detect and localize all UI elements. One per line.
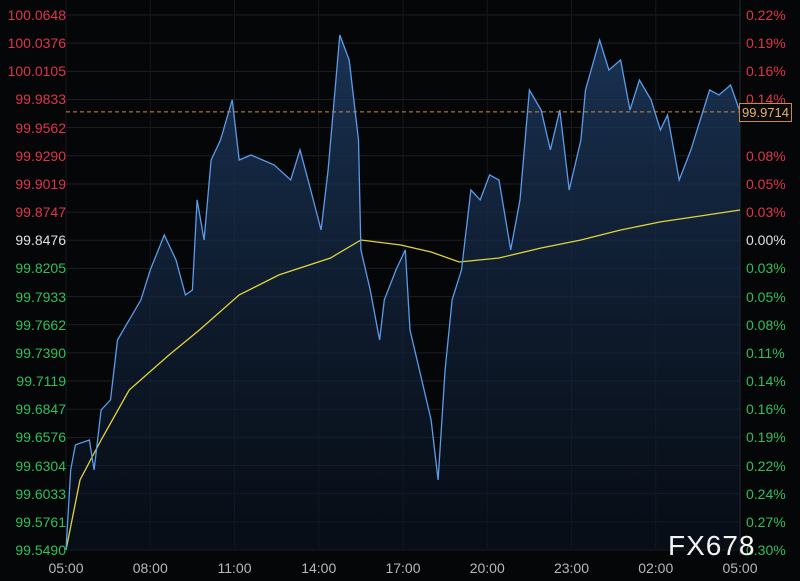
y-tick-label-left: 99.6576 [15,429,66,446]
y-tick-label-right: 0.22% [746,7,786,23]
y-tick-label-left: 99.6033 [15,485,66,502]
y-tick-label-right: 0.24% [746,485,786,502]
y-tick-label-right: 0.30% [746,542,786,558]
y-tick-label-right: 0.19% [746,429,786,446]
watermark-logo: FX678 [668,530,756,561]
x-tick-label: 17:00 [385,560,421,576]
y-tick-label-left: 99.9019 [15,175,66,192]
y-tick-label-left: 99.8205 [15,260,66,277]
y-tick-label-right: 0.16% [746,63,786,80]
y-tick-label-left: 99.5761 [15,513,66,530]
y-tick-label-right: 0.08% [746,147,786,164]
x-tick-label: 02:00 [638,560,674,576]
y-tick-label-right: 0.03% [746,204,786,221]
y-tick-label-left: 99.7933 [15,288,66,305]
y-tick-label-right: 0.19% [746,35,786,52]
y-tick-label-right: 0.05% [746,288,786,305]
x-tick-label: 08:00 [132,560,168,576]
y-tick-label-right: 0.08% [746,316,786,333]
y-tick-label-left: 99.9562 [15,119,66,136]
y-tick-label-left: 100.0105 [7,63,66,80]
y-tick-label-left: 99.9833 [15,91,66,108]
y-tick-label-left: 99.8476 [15,232,66,249]
y-tick-label-left: 100.0376 [7,35,66,52]
y-tick-label-right: 0.27% [746,513,786,530]
average-line [65,209,741,551]
x-tick-label: 23:00 [553,560,590,576]
y-tick-label-left: 99.6304 [15,457,66,474]
y-tick-label-right: 0.14% [746,373,786,390]
y-tick-label-left: 99.6847 [15,401,66,418]
y-tick-label-right: 0.16% [746,401,786,418]
y-tick-label-right: 0.00% [746,232,786,249]
y-tick-label-left: 99.8747 [15,204,66,221]
y-tick-label-left: 100.0648 [7,7,66,23]
x-tick-label: 11:00 [217,560,252,576]
price-area-fill [66,35,740,550]
y-tick-label-right: 0.05% [746,175,786,192]
y-tick-label-right: 0.11% [746,344,785,361]
x-tick-label: 14:00 [301,560,337,576]
x-tick-label: 20:00 [469,560,505,576]
last-price-tag: 99.9714 [739,102,792,122]
y-tick-label-left: 99.7119 [16,373,66,390]
y-tick-label-left: 99.7390 [15,344,66,361]
y-tick-label-left: 99.9290 [15,147,66,164]
y-tick-label-left: 99.5490 [15,542,66,558]
y-tick-label-right: 0.22% [746,457,786,474]
y-tick-label-right: 0.03% [746,260,786,277]
price-line [65,34,741,551]
x-tick-label: 05:00 [48,560,84,576]
y-tick-label-left: 99.7662 [15,316,66,333]
x-tick-label: 05:00 [722,560,758,576]
